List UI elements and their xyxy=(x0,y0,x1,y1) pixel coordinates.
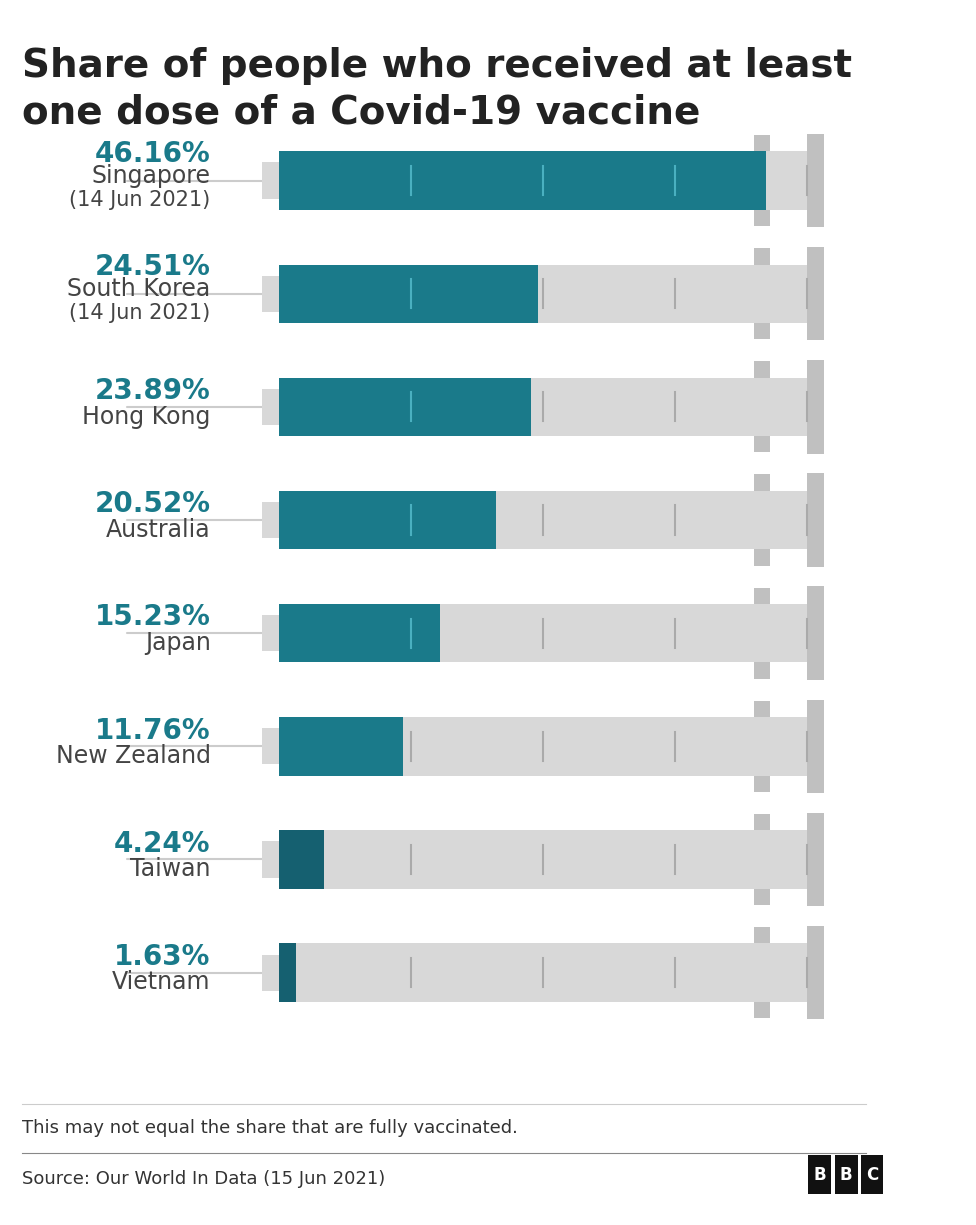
FancyBboxPatch shape xyxy=(279,265,538,323)
FancyBboxPatch shape xyxy=(262,388,279,425)
Text: This may not equal the share that are fully vaccinated.: This may not equal the share that are fu… xyxy=(21,1120,517,1137)
FancyBboxPatch shape xyxy=(279,152,806,209)
FancyBboxPatch shape xyxy=(753,588,770,604)
FancyBboxPatch shape xyxy=(279,831,806,888)
Text: Australia: Australia xyxy=(106,518,211,541)
Text: C: C xyxy=(867,1166,878,1183)
FancyBboxPatch shape xyxy=(806,473,824,567)
FancyBboxPatch shape xyxy=(279,831,324,888)
FancyBboxPatch shape xyxy=(753,813,770,831)
FancyBboxPatch shape xyxy=(806,134,824,228)
FancyBboxPatch shape xyxy=(262,615,279,652)
FancyBboxPatch shape xyxy=(806,587,824,680)
FancyBboxPatch shape xyxy=(753,1002,770,1018)
FancyBboxPatch shape xyxy=(806,812,824,906)
Text: Share of people who received at least
one dose of a Covid-19 vaccine: Share of people who received at least on… xyxy=(21,47,852,132)
Text: (14 Jun 2021): (14 Jun 2021) xyxy=(69,190,211,209)
Text: B: B xyxy=(840,1166,852,1183)
Text: (14 Jun 2021): (14 Jun 2021) xyxy=(69,304,211,323)
FancyBboxPatch shape xyxy=(279,377,531,436)
Text: Taiwan: Taiwan xyxy=(130,858,211,881)
FancyBboxPatch shape xyxy=(262,728,279,764)
FancyBboxPatch shape xyxy=(753,474,770,491)
FancyBboxPatch shape xyxy=(262,276,279,312)
FancyBboxPatch shape xyxy=(753,436,770,452)
FancyBboxPatch shape xyxy=(279,377,806,436)
FancyBboxPatch shape xyxy=(279,152,766,209)
FancyBboxPatch shape xyxy=(279,491,496,549)
FancyBboxPatch shape xyxy=(279,604,806,663)
FancyBboxPatch shape xyxy=(279,265,806,323)
Text: Singapore: Singapore xyxy=(92,164,211,187)
FancyBboxPatch shape xyxy=(753,775,770,791)
FancyBboxPatch shape xyxy=(753,549,770,566)
FancyBboxPatch shape xyxy=(806,247,824,341)
Text: Hong Kong: Hong Kong xyxy=(82,404,211,429)
Text: New Zealand: New Zealand xyxy=(56,744,211,768)
Text: Japan: Japan xyxy=(144,631,211,655)
FancyBboxPatch shape xyxy=(808,1155,832,1194)
Text: 46.16%: 46.16% xyxy=(95,140,211,168)
FancyBboxPatch shape xyxy=(279,943,297,1002)
FancyBboxPatch shape xyxy=(753,701,770,717)
FancyBboxPatch shape xyxy=(262,954,279,991)
FancyBboxPatch shape xyxy=(753,927,770,943)
FancyBboxPatch shape xyxy=(262,842,279,877)
FancyBboxPatch shape xyxy=(753,663,770,679)
FancyBboxPatch shape xyxy=(753,323,770,339)
FancyBboxPatch shape xyxy=(753,135,770,152)
FancyBboxPatch shape xyxy=(753,249,770,265)
FancyBboxPatch shape xyxy=(861,1155,884,1194)
FancyBboxPatch shape xyxy=(262,502,279,538)
Text: South Korea: South Korea xyxy=(67,277,211,301)
FancyBboxPatch shape xyxy=(262,163,279,198)
Text: Source: Our World In Data (15 Jun 2021): Source: Our World In Data (15 Jun 2021) xyxy=(21,1170,385,1188)
FancyBboxPatch shape xyxy=(279,943,806,1002)
Text: 20.52%: 20.52% xyxy=(95,490,211,518)
Text: 15.23%: 15.23% xyxy=(95,604,211,631)
FancyBboxPatch shape xyxy=(279,717,806,775)
FancyBboxPatch shape xyxy=(279,717,403,775)
FancyBboxPatch shape xyxy=(806,360,824,453)
FancyBboxPatch shape xyxy=(806,926,824,1019)
Text: 24.51%: 24.51% xyxy=(95,254,211,281)
Text: B: B xyxy=(814,1166,826,1183)
Text: 23.89%: 23.89% xyxy=(95,377,211,405)
FancyBboxPatch shape xyxy=(806,699,824,793)
FancyBboxPatch shape xyxy=(834,1155,858,1194)
FancyBboxPatch shape xyxy=(753,209,770,227)
Text: Vietnam: Vietnam xyxy=(112,970,211,995)
Text: 11.76%: 11.76% xyxy=(95,717,211,745)
Text: 1.63%: 1.63% xyxy=(114,943,211,971)
FancyBboxPatch shape xyxy=(279,604,440,663)
FancyBboxPatch shape xyxy=(753,888,770,905)
FancyBboxPatch shape xyxy=(279,491,806,549)
Text: 4.24%: 4.24% xyxy=(114,829,211,857)
FancyBboxPatch shape xyxy=(753,361,770,377)
